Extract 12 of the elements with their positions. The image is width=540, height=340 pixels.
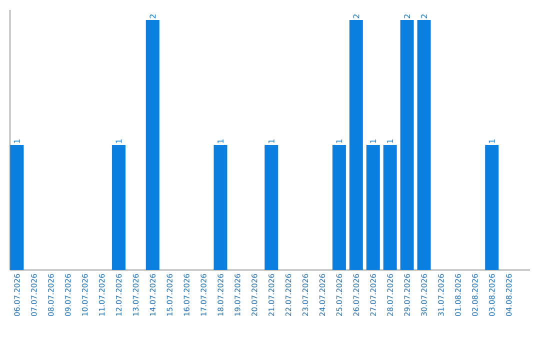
- data-label: 2: [421, 14, 427, 18]
- data-label: 1: [268, 139, 274, 143]
- data-label: 1: [336, 139, 342, 143]
- data-label: 2: [353, 14, 360, 18]
- data-label: 1: [387, 139, 394, 143]
- data-label: 2: [404, 14, 410, 18]
- data-label: 1: [116, 139, 122, 143]
- data-label: 2: [150, 14, 156, 18]
- data-label: 1: [370, 139, 376, 143]
- data-label: 1: [218, 139, 224, 143]
- data-label: 1: [488, 139, 495, 143]
- data-label: 1: [14, 139, 20, 143]
